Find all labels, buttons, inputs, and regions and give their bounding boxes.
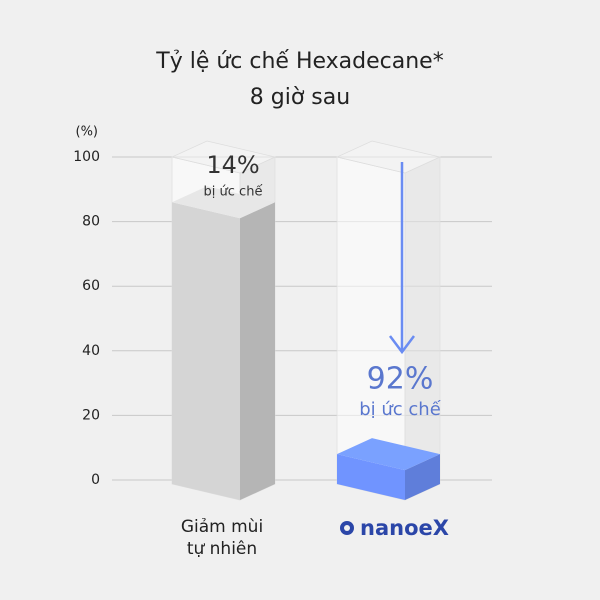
y-axis-label: (%) xyxy=(76,125,99,140)
x-tick-label: Giảm mùi tự nhiên xyxy=(181,517,263,559)
bar-right-face xyxy=(240,202,275,500)
y-tick-label: 0 xyxy=(91,472,100,488)
bar-top-face xyxy=(337,438,440,471)
bar-ghost xyxy=(335,140,442,501)
arrow-head xyxy=(389,335,415,355)
y-tick-label: 60 xyxy=(82,278,100,294)
x-tick-label: nanoeX xyxy=(360,516,449,540)
annotation-value: 14% xyxy=(206,151,259,179)
bar-left-face xyxy=(172,202,240,500)
annotation-label: bị ức chế xyxy=(359,399,441,420)
logo-icon xyxy=(340,521,354,535)
y-tick-label: 100 xyxy=(73,149,100,165)
bar-top-face xyxy=(335,140,442,174)
annotation-label: bị ức chế xyxy=(204,185,263,200)
y-tick-label: 40 xyxy=(82,343,100,359)
bar-top-face xyxy=(172,186,275,219)
bar-top-face xyxy=(170,140,277,174)
bar-right-face xyxy=(405,454,440,500)
annotation-value: 92% xyxy=(367,362,434,397)
chart-title: Tỷ lệ ức chế Hexadecane* xyxy=(155,49,443,74)
bar-left-face xyxy=(337,454,405,500)
bar xyxy=(337,438,440,500)
y-tick-label: 20 xyxy=(82,407,100,423)
bar xyxy=(172,186,275,500)
chart-subtitle: 8 giờ sau xyxy=(250,85,350,110)
y-tick-label: 80 xyxy=(82,214,100,230)
